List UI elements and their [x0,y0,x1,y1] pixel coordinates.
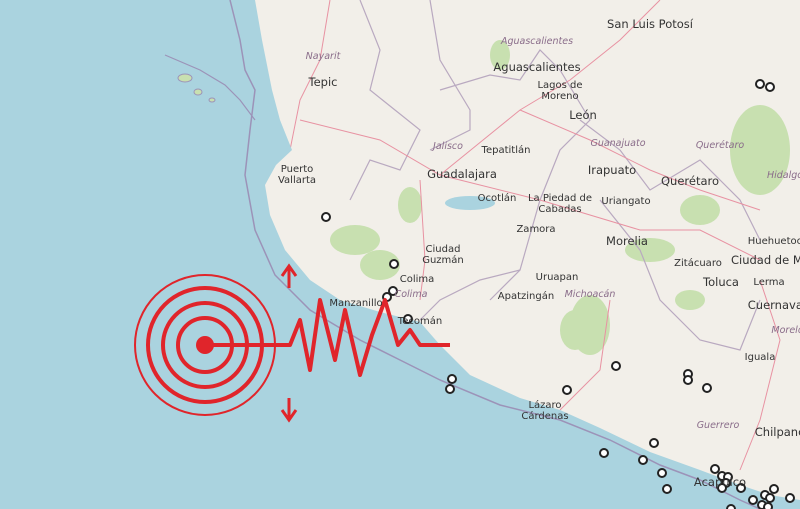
earthquake-marker[interactable] [748,495,758,505]
earthquake-marker[interactable] [388,286,398,296]
earthquake-marker[interactable] [403,314,413,324]
earthquake-marker[interactable] [736,483,746,493]
earthquake-marker[interactable] [447,374,457,384]
earthquake-marker[interactable] [755,79,765,89]
maritime-boundary [229,0,761,509]
earthquake-marker[interactable] [717,483,727,493]
earthquake-marker[interactable] [785,493,795,503]
earthquake-marker[interactable] [662,484,672,494]
arrow-up-icon [280,263,298,288]
earthquake-marker[interactable] [562,385,572,395]
earthquake-marker[interactable] [765,82,775,92]
earthquake-marker[interactable] [638,455,648,465]
islas-marias [177,73,216,103]
earthquake-marker[interactable] [599,448,609,458]
earthquake-marker[interactable] [726,504,736,509]
roads [289,0,781,471]
earthquake-marker[interactable] [769,484,779,494]
lake-chapala [445,196,495,210]
eez-boundary [164,54,256,121]
earthquake-marker[interactable] [657,468,667,478]
earthquake-marker[interactable] [765,493,775,503]
forest-areas [330,40,790,355]
earthquake-marker[interactable] [763,502,773,509]
earthquake-marker[interactable] [683,375,693,385]
earthquake-marker[interactable] [611,361,621,371]
earthquake-marker[interactable] [389,259,399,269]
state-borders [349,0,761,351]
earthquake-marker[interactable] [702,383,712,393]
arrow-down-icon [280,398,298,423]
earthquake-marker[interactable] [445,384,455,394]
seismograph-wave-icon [205,298,450,377]
earthquake-marker[interactable] [710,464,720,474]
earthquake-marker[interactable] [321,212,331,222]
earthquake-marker[interactable] [649,438,659,448]
